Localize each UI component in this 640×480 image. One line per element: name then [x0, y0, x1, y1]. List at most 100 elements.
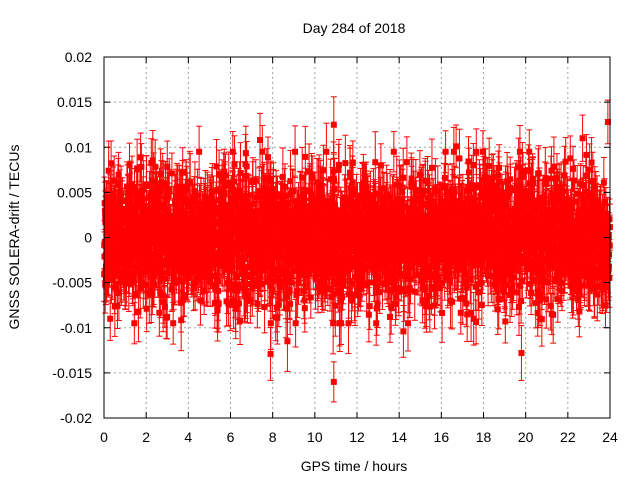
point-marker — [233, 273, 240, 280]
point-marker — [155, 200, 162, 207]
point-marker — [242, 150, 249, 157]
point-marker — [165, 192, 172, 199]
point-marker — [164, 313, 171, 320]
point-marker — [165, 258, 172, 265]
point-marker — [130, 262, 137, 269]
point-marker — [160, 232, 167, 239]
point-marker — [172, 279, 179, 286]
point-marker — [176, 277, 183, 284]
point-marker — [143, 183, 150, 190]
point-marker — [157, 170, 164, 177]
point-marker — [147, 191, 154, 198]
data-point — [137, 132, 144, 183]
point-marker — [107, 315, 114, 322]
point-marker — [177, 236, 184, 243]
point-marker — [235, 300, 242, 307]
point-marker — [111, 177, 118, 184]
point-marker — [166, 186, 173, 193]
point-marker — [156, 220, 163, 227]
point-marker — [140, 186, 147, 193]
point-marker — [137, 201, 144, 208]
point-marker — [175, 267, 182, 274]
point-marker — [112, 204, 119, 211]
data-point — [107, 296, 114, 341]
point-marker — [261, 304, 268, 311]
point-marker — [126, 162, 133, 169]
point-marker — [156, 188, 163, 195]
data-point — [164, 294, 171, 340]
point-marker — [128, 188, 135, 195]
point-marker — [179, 169, 186, 176]
point-marker — [222, 172, 229, 179]
data-point — [131, 302, 138, 345]
point-marker — [131, 320, 138, 327]
point-marker — [236, 187, 243, 194]
point-marker — [150, 179, 157, 186]
point-marker — [114, 302, 121, 309]
point-marker — [114, 209, 121, 216]
point-marker — [128, 181, 135, 188]
point-marker — [115, 289, 122, 296]
point-marker — [157, 264, 164, 271]
point-marker — [125, 280, 132, 287]
point-marker — [149, 287, 156, 294]
point-marker — [143, 305, 150, 312]
point-marker — [176, 188, 183, 195]
point-marker — [118, 278, 125, 285]
point-marker — [151, 232, 158, 239]
chart-title: Day 284 of 2018 — [303, 20, 406, 36]
point-marker — [178, 317, 185, 324]
point-marker — [123, 254, 130, 261]
point-marker — [196, 148, 203, 155]
point-marker — [169, 223, 176, 230]
point-marker — [149, 196, 156, 203]
point-marker — [161, 303, 168, 310]
point-marker — [138, 251, 145, 258]
point-marker — [164, 163, 171, 170]
point-marker — [115, 171, 122, 178]
point-marker — [181, 291, 188, 298]
point-marker — [243, 163, 250, 170]
point-marker — [133, 227, 140, 234]
point-marker — [178, 199, 185, 206]
point-marker — [168, 170, 175, 177]
point-marker — [215, 300, 222, 307]
point-marker — [114, 265, 121, 272]
point-marker — [151, 202, 158, 209]
point-marker — [111, 233, 118, 240]
point-marker — [126, 195, 133, 202]
point-marker — [231, 160, 238, 167]
point-marker — [142, 281, 149, 288]
point-marker — [163, 206, 170, 213]
point-marker — [104, 213, 111, 220]
point-marker — [152, 163, 159, 170]
point-marker — [267, 320, 274, 327]
point-marker — [156, 309, 163, 316]
point-marker — [136, 269, 143, 276]
point-marker — [149, 157, 156, 164]
point-marker — [123, 183, 130, 190]
point-marker — [177, 193, 184, 200]
point-marker — [134, 192, 141, 199]
point-marker — [149, 276, 156, 283]
data-points — [101, 96, 613, 403]
point-marker — [127, 220, 134, 227]
point-marker — [134, 165, 141, 172]
point-marker — [148, 291, 155, 298]
point-marker — [274, 314, 281, 321]
point-marker — [132, 291, 139, 298]
point-marker — [135, 308, 142, 315]
point-marker — [264, 154, 271, 161]
point-marker — [108, 160, 115, 167]
point-marker — [162, 183, 169, 190]
point-marker — [121, 233, 128, 240]
point-marker — [160, 292, 167, 299]
point-marker — [190, 285, 197, 292]
point-marker — [137, 154, 144, 161]
point-marker — [172, 254, 179, 261]
point-marker — [109, 270, 116, 277]
point-marker — [170, 320, 177, 327]
point-marker — [157, 205, 164, 212]
point-marker — [214, 307, 221, 314]
